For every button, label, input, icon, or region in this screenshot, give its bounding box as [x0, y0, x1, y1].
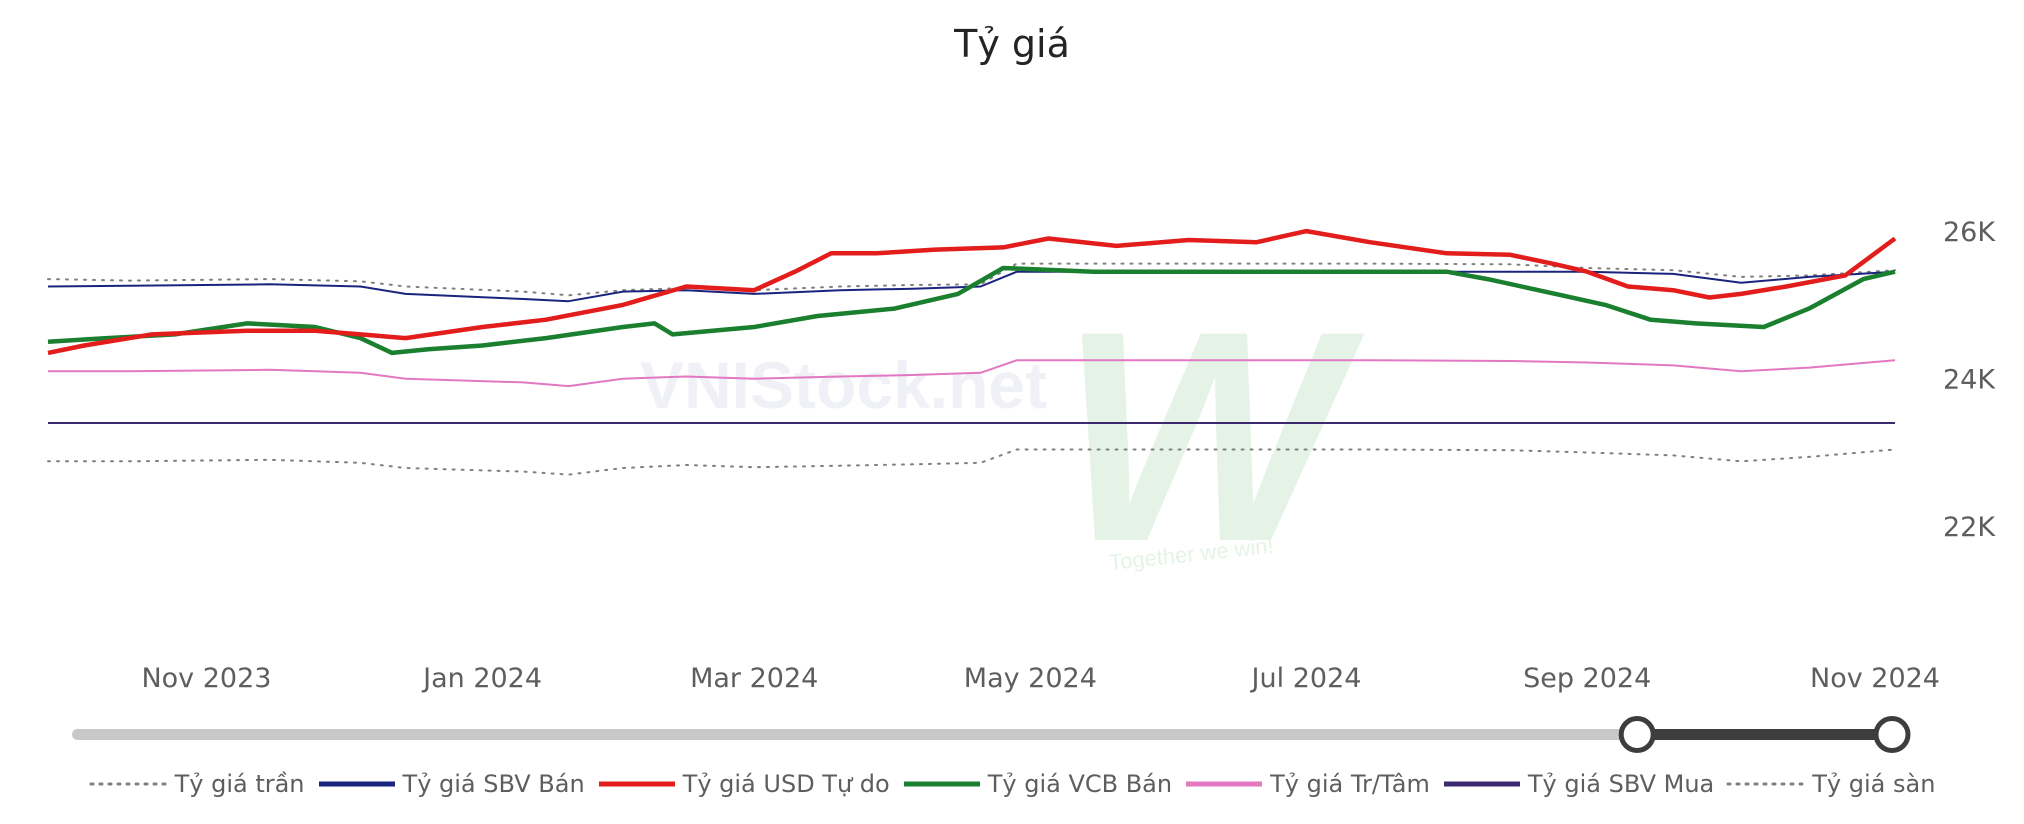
series-line-2	[47, 228, 1897, 356]
x-tick-label: Jul 2024	[1250, 663, 1362, 694]
watermark: VNIStock.net W Together we win!	[640, 268, 1365, 604]
legend-item[interactable]: Tỷ giá sàn	[1726, 770, 1935, 798]
x-tick-label: Nov 2023	[141, 663, 271, 694]
legend-item[interactable]: Tỷ giá Tr/Tâm	[1184, 770, 1430, 798]
legend-item[interactable]: Tỷ giá SBV Bán	[317, 770, 585, 798]
slider-track[interactable]	[72, 729, 1892, 740]
slider-start-handle[interactable]	[1618, 716, 1656, 753]
legend: Tỷ giá trần Tỷ giá SBV Bán Tỷ giá USD Tự d…	[0, 764, 2024, 804]
legend-item[interactable]: Tỷ giá USD Tự do	[597, 770, 890, 798]
legend-label: Tỷ giá Tr/Tâm	[1270, 770, 1430, 798]
legend-swatch	[902, 780, 982, 788]
series-line-0	[47, 262, 1896, 297]
x-tick-label: Mar 2024	[690, 663, 818, 694]
legend-item[interactable]: Tỷ giá VCB Bán	[902, 770, 1172, 798]
legend-swatch	[1726, 780, 1806, 788]
y-tick-label: 22K	[1943, 512, 1996, 543]
series-layer	[47, 228, 1897, 476]
legend-item[interactable]: Tỷ giá trần	[89, 770, 305, 798]
series-line-1	[47, 270, 1896, 303]
legend-swatch	[1442, 780, 1522, 788]
y-tick-label: 24K	[1943, 365, 1996, 396]
series-line-4	[48, 359, 1896, 388]
date-range-slider[interactable]	[72, 716, 1911, 753]
legend-label: Tỷ giá SBV Mua	[1527, 770, 1715, 798]
x-axis: Nov 2023 Jan 2024 Mar 2024 May 2024 Jul 2024…	[141, 663, 1940, 694]
series-line-3	[47, 265, 1896, 356]
y-axis: 22K 24K 26K	[1943, 217, 1996, 543]
legend-swatch	[1184, 780, 1264, 788]
legend-label: Tỷ giá SBV Bán	[402, 770, 585, 798]
legend-item[interactable]: Tỷ giá SBV Mua	[1442, 770, 1714, 798]
legend-label: Tỷ giá VCB Bán	[987, 770, 1173, 798]
legend-label: Tỷ giá sàn	[1812, 770, 1936, 798]
watermark-logo-icon: W	[1060, 268, 1365, 604]
x-tick-label: Nov 2024	[1810, 663, 1940, 694]
legend-swatch	[317, 780, 397, 788]
legend-swatch	[89, 780, 169, 788]
line-chart: VNIStock.net W Together we win! 22K 24K 26…	[47, 217, 1996, 753]
slider-selected-range[interactable]	[1637, 729, 1892, 740]
series-line-6	[47, 448, 1896, 476]
legend-label: Tỷ giá USD Tự do	[682, 770, 890, 798]
y-tick-label: 26K	[1943, 217, 1996, 248]
legend-swatch	[597, 780, 677, 788]
x-tick-label: May 2024	[964, 663, 1097, 694]
chart-title: Tỷ giá	[954, 22, 1070, 66]
x-tick-label: Jan 2024	[421, 663, 542, 694]
slider-end-handle[interactable]	[1873, 716, 1911, 753]
watermark-text: VNIStock.net	[640, 348, 1047, 422]
legend-label: Tỷ giá trần	[174, 770, 305, 798]
x-tick-label: Sep 2024	[1523, 663, 1651, 694]
